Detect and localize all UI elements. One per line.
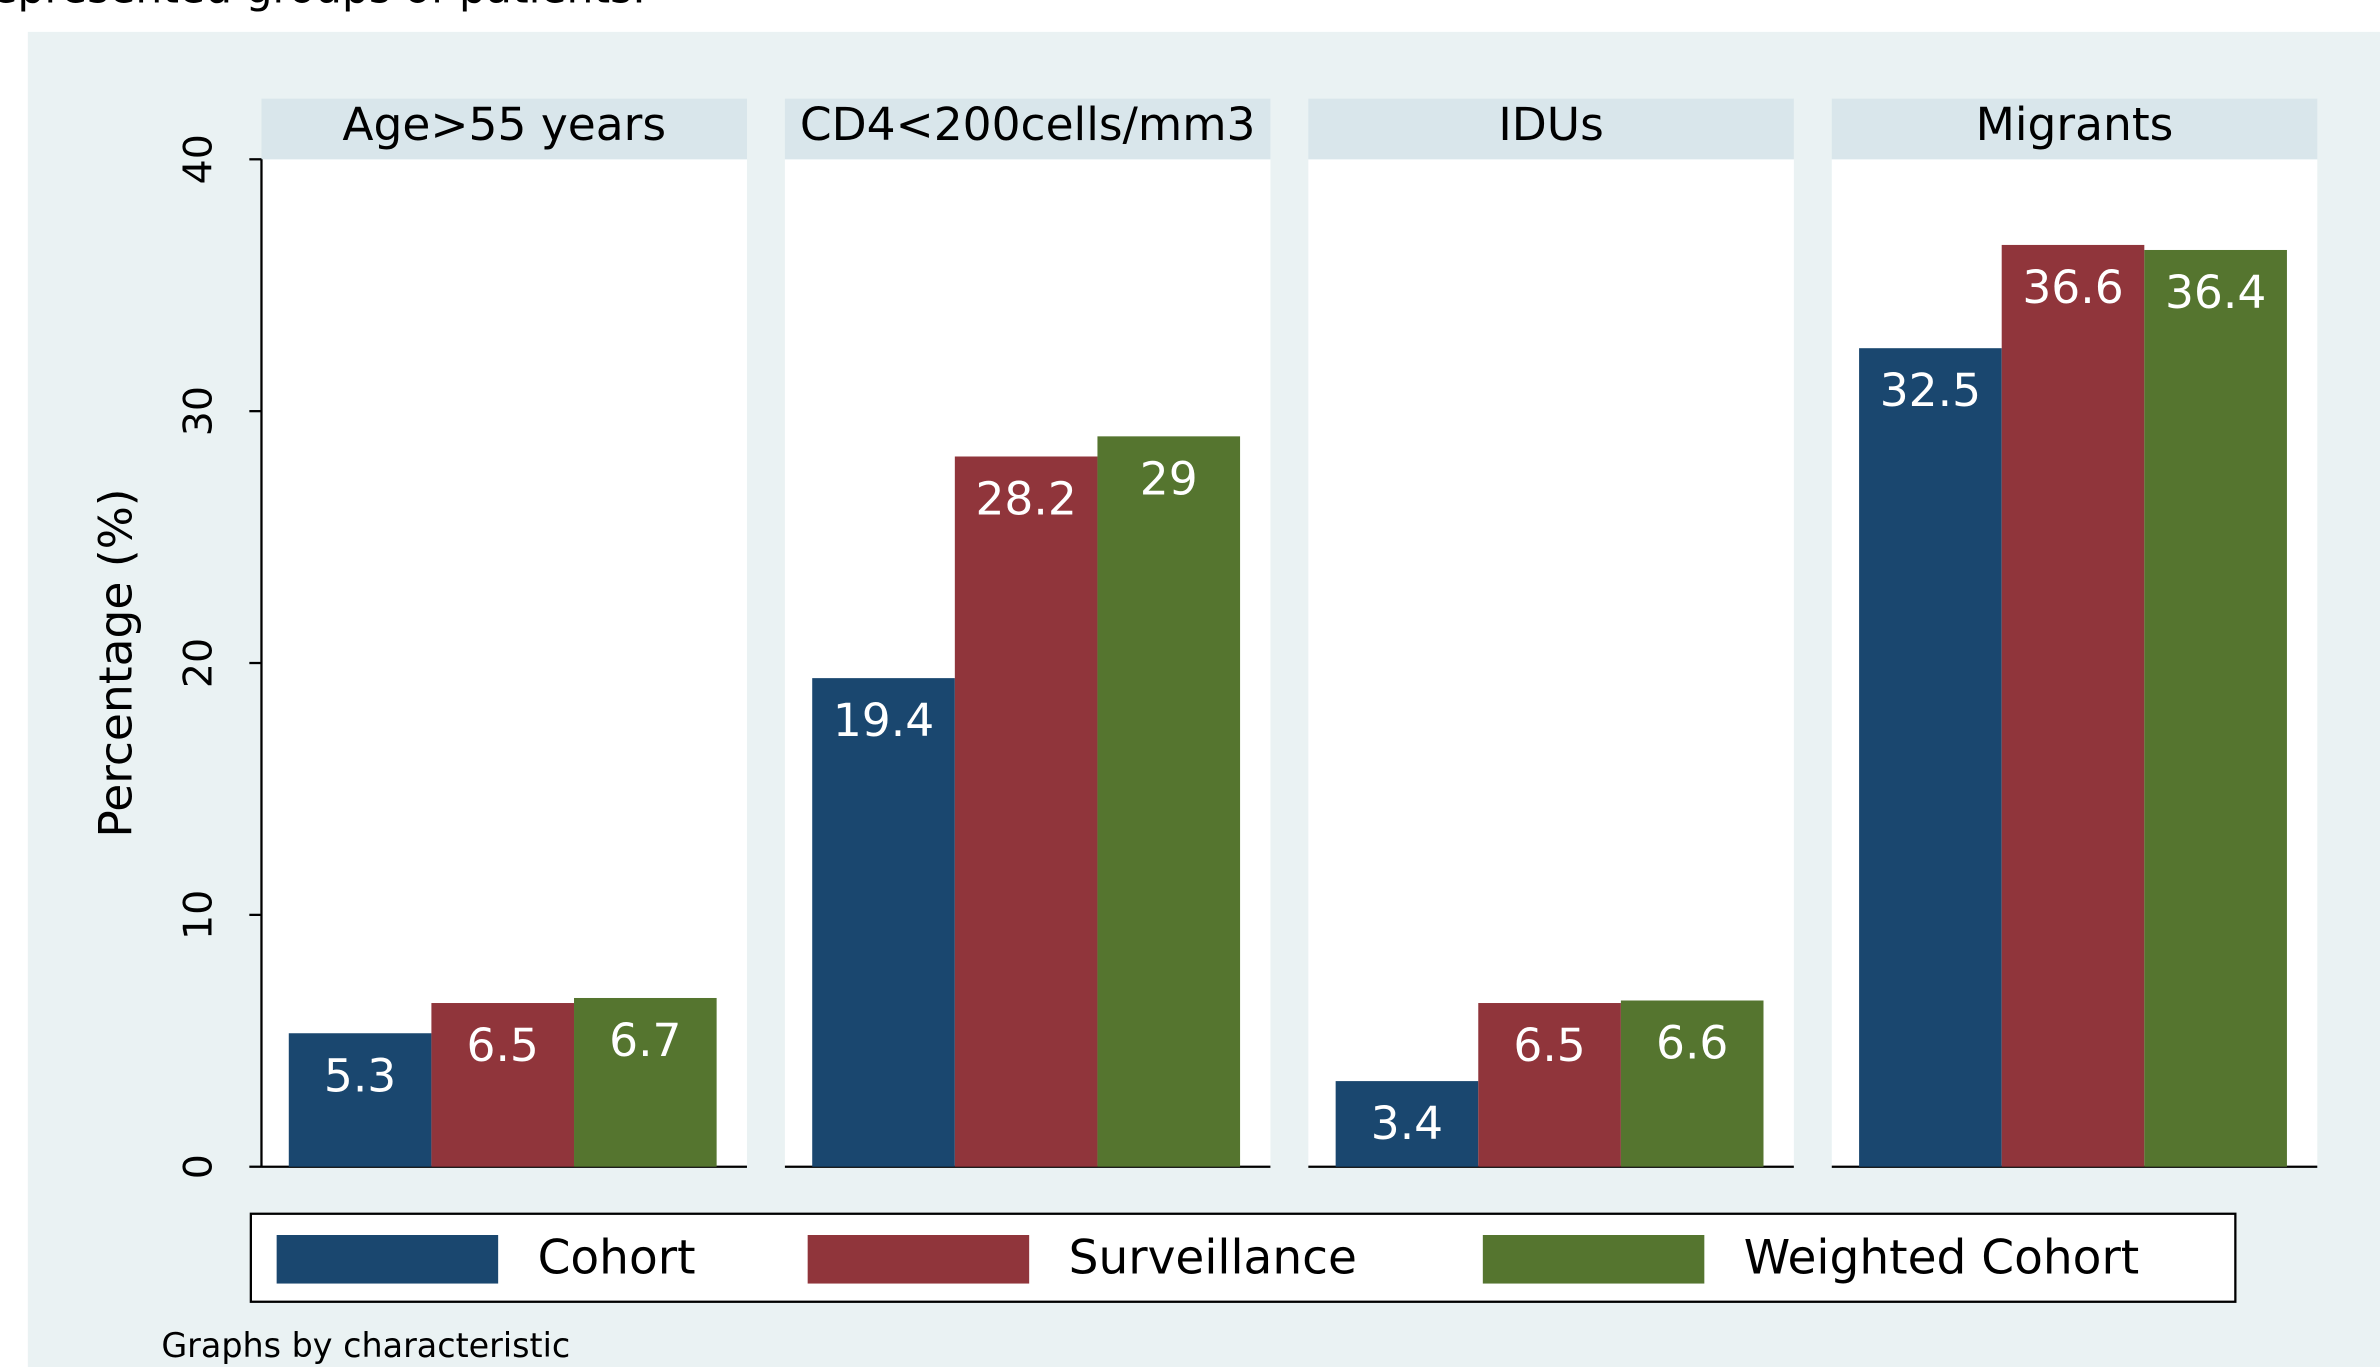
bar xyxy=(2001,244,2145,1167)
value-label: 29 xyxy=(1140,452,1198,505)
y-tick-label: 10 xyxy=(175,890,221,940)
value-label: 6.6 xyxy=(1656,1017,1728,1070)
legend-box xyxy=(249,1212,2237,1303)
bar xyxy=(1478,1003,1621,1167)
bar xyxy=(954,456,1098,1167)
value-label: 6.5 xyxy=(1513,1019,1585,1072)
panel-header xyxy=(784,98,1271,160)
panel-background xyxy=(1308,159,1794,1167)
value-label: 3.4 xyxy=(1371,1097,1443,1150)
legend-label: Cohort xyxy=(538,1230,696,1285)
bar xyxy=(1335,1081,1479,1167)
panel-title: CD4<200cells/mm3 xyxy=(800,98,1256,151)
caption-fragment: epresented groups of patients. xyxy=(0,0,646,13)
bar xyxy=(431,1003,575,1167)
value-label: 28.2 xyxy=(975,473,1076,526)
legend-swatch xyxy=(1482,1235,1705,1284)
legend-swatch xyxy=(807,1235,1030,1284)
value-label: 32.5 xyxy=(1880,364,1981,417)
panel-header xyxy=(261,98,747,160)
panel-header xyxy=(1308,98,1794,160)
legend-swatch xyxy=(276,1235,499,1284)
bar xyxy=(1097,436,1241,1167)
value-label: 36.4 xyxy=(2165,266,2266,319)
y-tick-label: 30 xyxy=(175,386,221,436)
bar xyxy=(288,1033,432,1167)
value-label: 19.4 xyxy=(833,694,934,747)
panel-title: IDUs xyxy=(1498,98,1603,151)
note: Graphs by characteristic xyxy=(161,1326,570,1365)
value-label: 6.5 xyxy=(467,1019,539,1072)
y-axis-title: Percentage (%) xyxy=(89,488,142,837)
legend-label: Surveillance xyxy=(1069,1230,1357,1285)
legend-label: Weighted Cohort xyxy=(1744,1230,2139,1285)
y-tick-label: 20 xyxy=(175,638,221,688)
bar xyxy=(1859,348,2002,1167)
value-label: 6.7 xyxy=(609,1014,681,1067)
bar xyxy=(2144,249,2287,1167)
panel-title: Migrants xyxy=(1976,98,2174,151)
bar xyxy=(574,997,717,1167)
value-label: 36.6 xyxy=(2022,261,2123,314)
bar xyxy=(812,678,955,1167)
bar xyxy=(1620,1000,1764,1167)
panel-title: Age>55 years xyxy=(342,98,666,151)
y-tick-label: 0 xyxy=(175,1154,221,1179)
panel-header xyxy=(1831,98,2318,160)
y-tick-label: 40 xyxy=(175,134,221,184)
value-label: 5.3 xyxy=(324,1049,396,1102)
